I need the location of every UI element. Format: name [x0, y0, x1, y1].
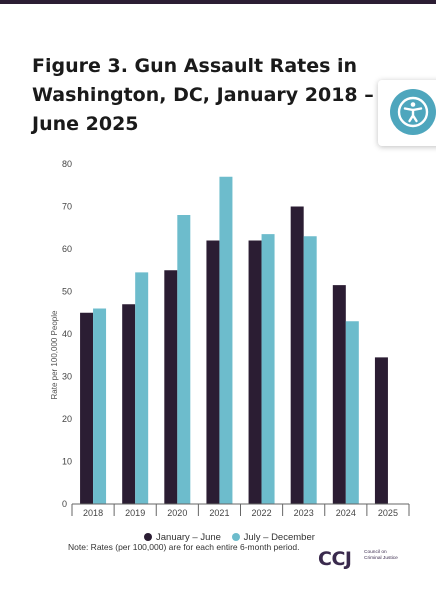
- legend-swatch-first-half: [144, 533, 152, 541]
- bar-first-half-2025: [374, 357, 388, 504]
- ccj-logo: CCJ Council on Criminal Justice: [318, 548, 398, 574]
- y-tick-label: 70: [62, 202, 72, 212]
- y-tick-label: 0: [62, 499, 67, 509]
- logo-mark: CCJ: [318, 548, 352, 570]
- chart-note: Note: Rates (per 100,000) are for each e…: [68, 542, 300, 552]
- y-tick-label: 30: [62, 372, 72, 382]
- bar-first-half-2018: [80, 312, 94, 504]
- x-tick-label: 2024: [336, 508, 356, 518]
- legend-swatch-second-half: [231, 533, 240, 541]
- accessibility-icon: [397, 96, 429, 128]
- bar-second-half-2022: [261, 234, 275, 504]
- y-tick-label: 50: [62, 287, 72, 297]
- bar-first-half-2021: [206, 240, 220, 504]
- x-tick-label: 2018: [83, 508, 103, 518]
- legend-item-second-half: July – December: [231, 532, 315, 543]
- legend-label-first-half: January – June: [156, 532, 221, 543]
- bar-second-half-2018: [93, 308, 107, 504]
- bar-second-half-2019: [135, 272, 149, 504]
- bars: [80, 176, 388, 504]
- logo-text: Council on Criminal Justice: [364, 550, 398, 561]
- x-tick-label: 2025: [378, 508, 398, 518]
- x-axis: 2018 2019 2020 2021 2022 2023 2024 2025: [71, 503, 410, 518]
- bar-first-half-2022: [248, 240, 262, 504]
- x-tick-label: 2021: [209, 508, 229, 518]
- y-tick-label: 80: [62, 159, 72, 169]
- accessibility-button[interactable]: [390, 89, 436, 135]
- bar-first-half-2023: [290, 206, 304, 504]
- y-tick-label: 20: [62, 414, 72, 424]
- x-tick-label: 2023: [294, 508, 314, 518]
- bar-second-half-2023: [303, 236, 317, 504]
- bar-second-half-2024: [345, 321, 359, 504]
- x-tick-label: 2020: [167, 508, 187, 518]
- bar-second-half-2020: [177, 215, 191, 504]
- y-tick-label: 40: [62, 329, 72, 339]
- legend-label-second-half: July – December: [243, 532, 315, 543]
- bar-second-half-2021: [219, 176, 233, 504]
- y-axis-ticks: 0 10 20 30 40 50 60 70 80: [62, 159, 72, 509]
- y-tick-label: 10: [62, 457, 72, 467]
- bar-chart: Rate per 100,000 People 0 10 20 30 40 50 60 70 8…: [50, 159, 410, 518]
- accessibility-widget: [378, 80, 436, 146]
- page-title: Figure 3. Gun Assault Rates in Washingto…: [32, 55, 374, 135]
- top-bar: [0, 0, 436, 4]
- chart-legend: January – June July – December: [144, 532, 323, 543]
- y-axis-title: Rate per 100,000 People: [50, 310, 59, 400]
- legend-item-first-half: January – June: [144, 532, 221, 543]
- y-tick-label: 60: [62, 244, 72, 254]
- bar-first-half-2020: [164, 270, 178, 504]
- x-tick-label: 2022: [252, 508, 272, 518]
- bar-first-half-2024: [332, 285, 346, 504]
- x-tick-label: 2019: [125, 508, 145, 518]
- bar-first-half-2019: [122, 304, 136, 504]
